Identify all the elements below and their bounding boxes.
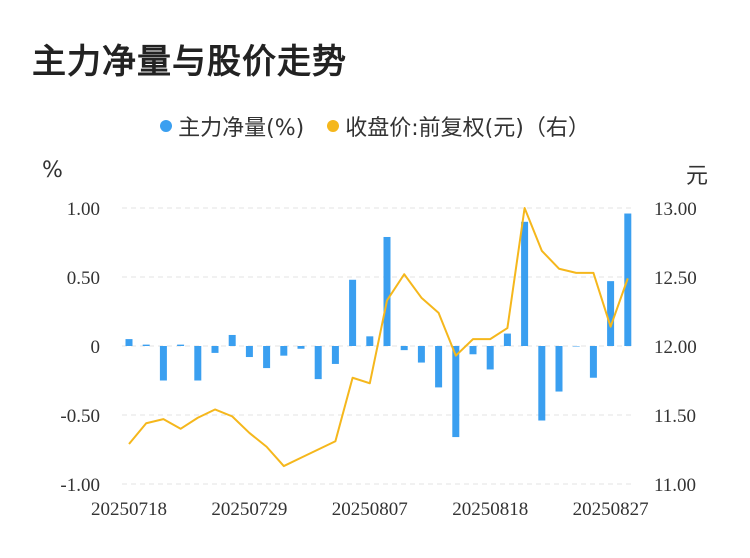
- right-tick-label: 13.00: [654, 199, 697, 220]
- bar: [400, 346, 408, 351]
- bar: [177, 344, 185, 346]
- bar: [452, 346, 460, 438]
- x-tick-label: 20250807: [332, 499, 408, 520]
- x-tick-label: 20250718: [91, 499, 167, 520]
- left-tick-label: -1.00: [60, 475, 100, 496]
- bar: [228, 334, 236, 346]
- x-tick-label: 20250827: [573, 499, 649, 520]
- bar: [589, 346, 597, 378]
- left-tick-label: 0: [91, 337, 101, 358]
- bar: [435, 346, 443, 388]
- bar: [245, 346, 253, 358]
- bar: [503, 333, 511, 346]
- bar: [383, 236, 391, 346]
- bar: [280, 346, 288, 356]
- bar: [194, 346, 202, 381]
- bar: [263, 346, 271, 369]
- chart-title: 主力净量与股价走势: [32, 42, 347, 82]
- bar: [211, 346, 219, 353]
- bar: [314, 346, 322, 380]
- legend-label-close-price: 收盘价:前复权(元)（右）: [345, 116, 590, 141]
- bar: [417, 346, 425, 363]
- legend-dot-close-price: [327, 120, 340, 132]
- bar: [349, 279, 357, 346]
- bar: [572, 346, 580, 347]
- bar: [469, 346, 477, 355]
- legend-item-net-volume[interactable]: 主力净量(%): [160, 110, 304, 142]
- right-tick-label: 12.00: [654, 337, 697, 358]
- bar: [297, 346, 305, 349]
- legend: 主力净量(%) 收盘价:前复权(元)（右）: [0, 110, 750, 142]
- price-line: [128, 207, 629, 468]
- right-tick-label: 11.00: [654, 475, 696, 496]
- left-tick-label: 0.50: [67, 268, 100, 289]
- x-tick-label: 20250729: [211, 499, 287, 520]
- bar: [607, 281, 615, 346]
- x-tick-label: 20250818: [452, 499, 528, 520]
- bar: [142, 344, 150, 346]
- bar: [555, 346, 563, 392]
- bar: [538, 346, 546, 421]
- left-tick-label: 1.00: [67, 199, 100, 220]
- bar: [486, 346, 494, 370]
- bar: [331, 346, 339, 364]
- left-axis-unit: %: [42, 158, 63, 183]
- legend-item-close-price[interactable]: 收盘价:前复权(元)（右）: [327, 110, 590, 142]
- legend-label-net-volume: 主力净量(%): [178, 116, 305, 141]
- bar: [159, 346, 167, 381]
- right-tick-label: 11.50: [654, 406, 696, 427]
- bar: [125, 339, 133, 346]
- legend-dot-net-volume: [160, 120, 173, 132]
- right-axis-unit: 元: [686, 164, 709, 189]
- right-tick-label: 12.50: [654, 268, 697, 289]
- bar: [366, 336, 374, 346]
- left-tick-label: -0.50: [60, 406, 100, 427]
- bar: [521, 221, 529, 346]
